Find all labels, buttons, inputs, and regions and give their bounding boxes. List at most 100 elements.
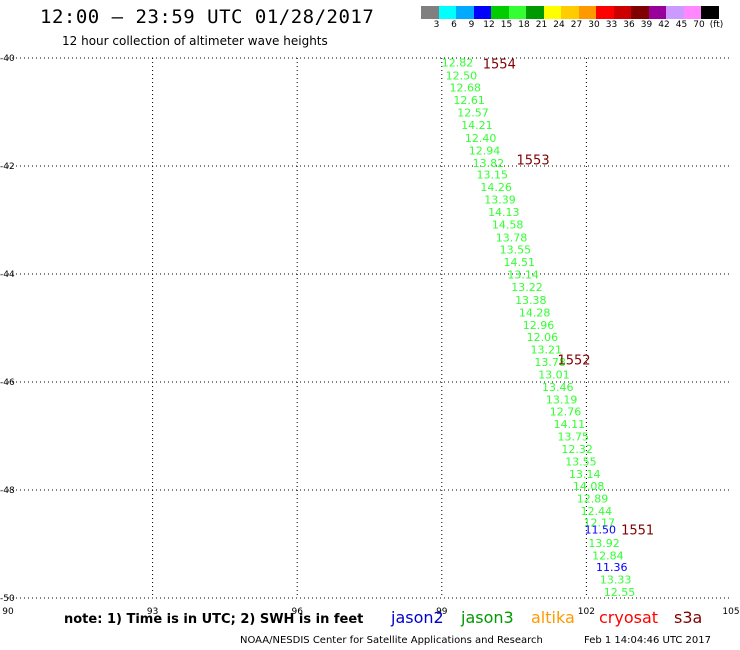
wave-height-value: 14.11 [554,418,586,431]
legend-s3a: s3a [674,608,703,627]
map-subtitle: 12 hour collection of altimeter wave hei… [62,34,328,48]
colorbar-swatch [491,6,509,19]
wave-height-value: 13.38 [515,294,547,307]
wave-height-value: 14.21 [461,119,493,132]
colorbar-label: 21 [535,20,548,30]
wave-height-value: 12.94 [469,144,501,157]
lat-tick-label: -46 [0,378,15,388]
pass-time-label: 1551 [621,523,654,538]
lon-tick-label: 93 [147,607,158,617]
wave-height-value: 11.36 [596,561,628,574]
colorbar-swatch [456,6,474,19]
units-note: note: 1) Time is in UTC; 2) SWH is in fe… [64,612,364,627]
colorbar-swatch [613,6,631,19]
colorbar-swatch [543,6,561,19]
legend-altika: altika [531,608,575,627]
colorbar-label: 24 [553,20,565,30]
map-title: 12:00 – 23:59 UTC 01/28/2017 [40,6,375,28]
colorbar-swatch [701,6,719,19]
wave-height-value: 14.28 [519,306,551,319]
colorbar-label: 12 [483,20,495,30]
wave-height-value: 13.14 [569,468,601,481]
colorbar-label: (ft) [709,20,724,30]
wave-height-value: 12.55 [604,586,636,599]
colorbar-swatch [561,6,579,19]
wave-height-value: 13.33 [600,574,632,587]
wave-height-value: 13.14 [507,269,539,282]
wave-height-value: 13.78 [496,231,528,244]
lat-tick-label: -48 [0,486,15,496]
pass-time-label: 1553 [517,154,550,169]
colorbar-label: 6 [451,20,457,30]
colorbar-label: 70 [693,20,705,30]
colorbar-swatch [596,6,614,19]
wave-height-value: 12.84 [592,549,624,562]
wave-height-value: 13.39 [484,193,516,206]
wave-height-value: 12.68 [450,82,482,95]
lon-tick-label: 90 [2,607,14,617]
legend-jason2: jason2 [391,608,444,627]
wave-height-value: 14.08 [573,480,605,493]
wave-height-value: 12.96 [523,319,555,332]
credit-line: NOAA/NESDIS Center for Satellite Applica… [240,635,543,646]
wave-height-value: 14.51 [503,256,534,269]
wave-height-value: 13.78 [534,356,566,369]
wave-height-value: 12.06 [527,331,559,344]
colorbar-labels: 3 6 9 12 15 18 21 24 27 30 33 36 39 42 4… [421,20,736,34]
colorbar-label: 36 [623,20,635,30]
colorbar-swatch [508,6,526,19]
wave-height-value: 13.21 [530,344,562,357]
wave-height-value: 13.75 [557,431,589,444]
lon-tick-label: 102 [578,607,595,617]
wave-height-value: 13.46 [542,381,574,394]
colorbar-label: 15 [500,20,513,30]
wave-height-value: 11.50 [584,523,616,536]
wave-height-value: 14.13 [488,206,520,219]
colorbar-swatch [631,6,649,19]
legend-cryosat: cryosat [599,608,659,627]
wave-height-value: 13.15 [477,169,509,182]
wave-height-value: 14.26 [480,181,512,194]
wave-height-value: 12.50 [446,69,478,82]
colorbar-swatch [438,6,456,19]
colorbar-label: 33 [605,20,618,30]
lon-tick-label: 105 [722,607,739,617]
wave-height-value: 14.58 [492,218,523,231]
wave-height-value: 13.22 [511,281,543,294]
wave-height-value: 13.19 [546,393,578,406]
colorbar-label: 27 [570,20,583,30]
pass-time-label: 1552 [557,353,590,368]
lon-tick-label: 96 [291,607,303,617]
colorbar-label: 30 [588,20,600,30]
wave-height-value: 12.44 [581,505,613,518]
wave-height-value: 12.61 [453,94,485,107]
lat-tick-label: -50 [0,594,15,604]
wave-height-value: 12.89 [577,493,609,506]
colorbar-swatch [473,6,491,19]
colorbar-label: 39 [640,20,653,30]
colorbar-swatch [666,6,684,19]
wave-height-value: 13.82 [473,157,505,170]
wave-height-value: 12.57 [457,107,489,120]
colorbar-label: 18 [518,20,530,30]
wave-height-value: 12.82 [442,56,474,69]
legend-jason3: jason3 [461,608,514,627]
wave-height-value: 12.32 [561,443,593,456]
wave-height-value: 12.17 [584,516,616,529]
pass-time-label: 1554 [483,57,516,72]
wave-height-value: 13.55 [565,455,597,468]
wave-height-colorbar [421,6,736,19]
wave-height-value: 12.76 [550,406,582,419]
lat-tick-label: -42 [0,162,15,172]
wave-height-value: 13.92 [588,537,620,550]
colorbar-label: 45 [675,20,688,30]
colorbar-label: 9 [468,20,475,30]
colorbar-swatch [683,6,701,19]
wave-height-value: 13.55 [500,244,532,257]
lon-tick-label: 99 [436,607,448,617]
lat-tick-label: -40 [0,54,15,64]
colorbar-swatch [578,6,596,19]
wave-height-value: 12.40 [465,132,497,145]
colorbar-label: 3 [433,20,440,30]
